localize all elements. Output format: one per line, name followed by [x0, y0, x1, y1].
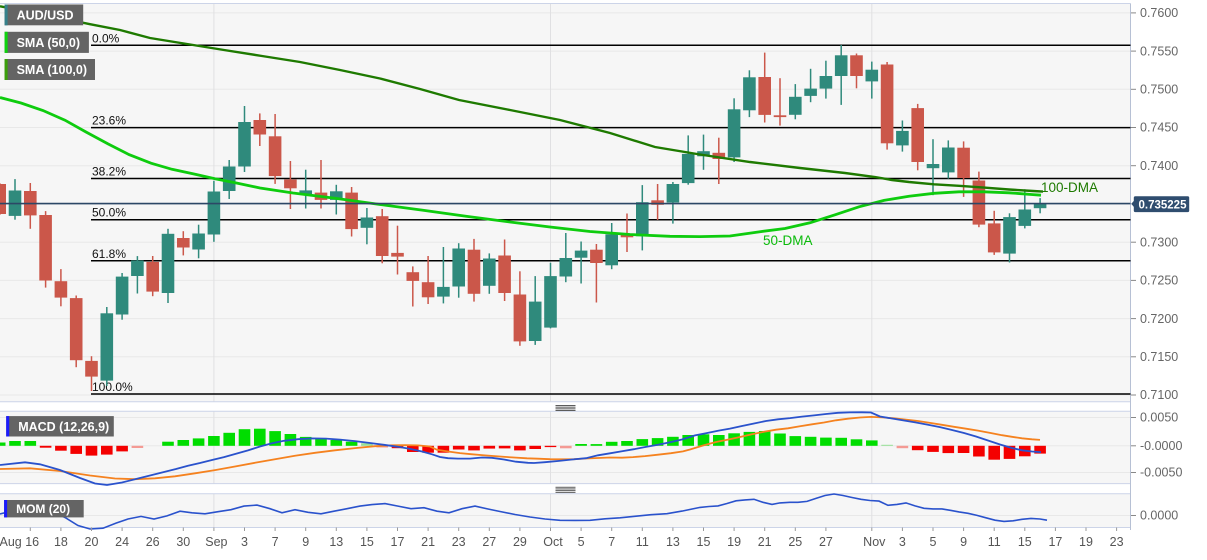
svg-text:30: 30 — [176, 535, 190, 549]
svg-text:21: 21 — [421, 535, 435, 549]
svg-text:0.7200: 0.7200 — [1140, 312, 1178, 326]
svg-text:0.7600: 0.7600 — [1140, 6, 1178, 20]
svg-text:0.0050: 0.0050 — [1140, 411, 1178, 425]
svg-text:50.0%: 50.0% — [92, 206, 126, 220]
svg-text:0.0000: 0.0000 — [1140, 509, 1178, 523]
svg-text:21: 21 — [758, 535, 772, 549]
svg-text:13: 13 — [329, 535, 343, 549]
svg-text:20: 20 — [85, 535, 99, 549]
svg-text:17: 17 — [1048, 535, 1062, 549]
svg-text:SMA (50,0): SMA (50,0) — [17, 36, 80, 50]
svg-text:7: 7 — [272, 535, 279, 549]
svg-text:0.7500: 0.7500 — [1140, 83, 1178, 97]
svg-text:0.7100: 0.7100 — [1140, 388, 1178, 402]
svg-text:15: 15 — [360, 535, 374, 549]
svg-text:23: 23 — [1110, 535, 1124, 549]
svg-text:24: 24 — [115, 535, 129, 549]
svg-text:-0.0000: -0.0000 — [1140, 439, 1182, 453]
svg-text:26: 26 — [146, 535, 160, 549]
svg-text:0.7400: 0.7400 — [1140, 159, 1178, 173]
svg-text:15: 15 — [1018, 535, 1032, 549]
svg-text:0.7150: 0.7150 — [1140, 350, 1178, 364]
svg-text:0.7550: 0.7550 — [1140, 44, 1178, 58]
svg-text:27: 27 — [482, 535, 496, 549]
svg-text:100.0%: 100.0% — [92, 380, 133, 394]
svg-text:MACD (12,26,9): MACD (12,26,9) — [18, 420, 109, 434]
svg-text:0.7300: 0.7300 — [1140, 235, 1178, 249]
svg-text:0.7450: 0.7450 — [1140, 121, 1178, 135]
svg-text:29: 29 — [513, 535, 527, 549]
svg-text:Nov: Nov — [863, 535, 886, 549]
svg-text:38.2%: 38.2% — [92, 165, 126, 179]
svg-text:27: 27 — [819, 535, 833, 549]
svg-text:7: 7 — [608, 535, 615, 549]
svg-text:13: 13 — [666, 535, 680, 549]
svg-text:19: 19 — [727, 535, 741, 549]
svg-text:Oct: Oct — [543, 535, 563, 549]
svg-text:5: 5 — [578, 535, 585, 549]
svg-text:SMA (100,0): SMA (100,0) — [17, 63, 87, 77]
svg-text:23.6%: 23.6% — [92, 114, 126, 128]
svg-text:5: 5 — [930, 535, 937, 549]
svg-text:18: 18 — [54, 535, 68, 549]
svg-text:0.735225: 0.735225 — [1139, 199, 1188, 211]
svg-text:50-DMA: 50-DMA — [763, 233, 813, 248]
svg-text:9: 9 — [302, 535, 309, 549]
svg-text:-0.0050: -0.0050 — [1140, 466, 1182, 480]
svg-text:3: 3 — [899, 535, 906, 549]
svg-text:11: 11 — [636, 535, 649, 549]
svg-text:11: 11 — [988, 535, 1001, 549]
svg-text:3: 3 — [241, 535, 248, 549]
svg-text:Aug 16: Aug 16 — [0, 535, 39, 549]
svg-text:0.0%: 0.0% — [92, 31, 120, 45]
svg-text:15: 15 — [697, 535, 711, 549]
svg-text:19: 19 — [1079, 535, 1093, 549]
svg-text:23: 23 — [452, 535, 466, 549]
svg-text:61.8%: 61.8% — [92, 247, 126, 261]
svg-text:MOM (20): MOM (20) — [16, 502, 70, 516]
svg-text:17: 17 — [391, 535, 405, 549]
svg-text:9: 9 — [960, 535, 967, 549]
svg-text:AUD/USD: AUD/USD — [17, 8, 74, 22]
svg-text:Sep: Sep — [205, 535, 227, 549]
svg-text:100-DMA: 100-DMA — [1041, 180, 1098, 195]
svg-text:0.7250: 0.7250 — [1140, 274, 1178, 288]
svg-text:25: 25 — [788, 535, 802, 549]
